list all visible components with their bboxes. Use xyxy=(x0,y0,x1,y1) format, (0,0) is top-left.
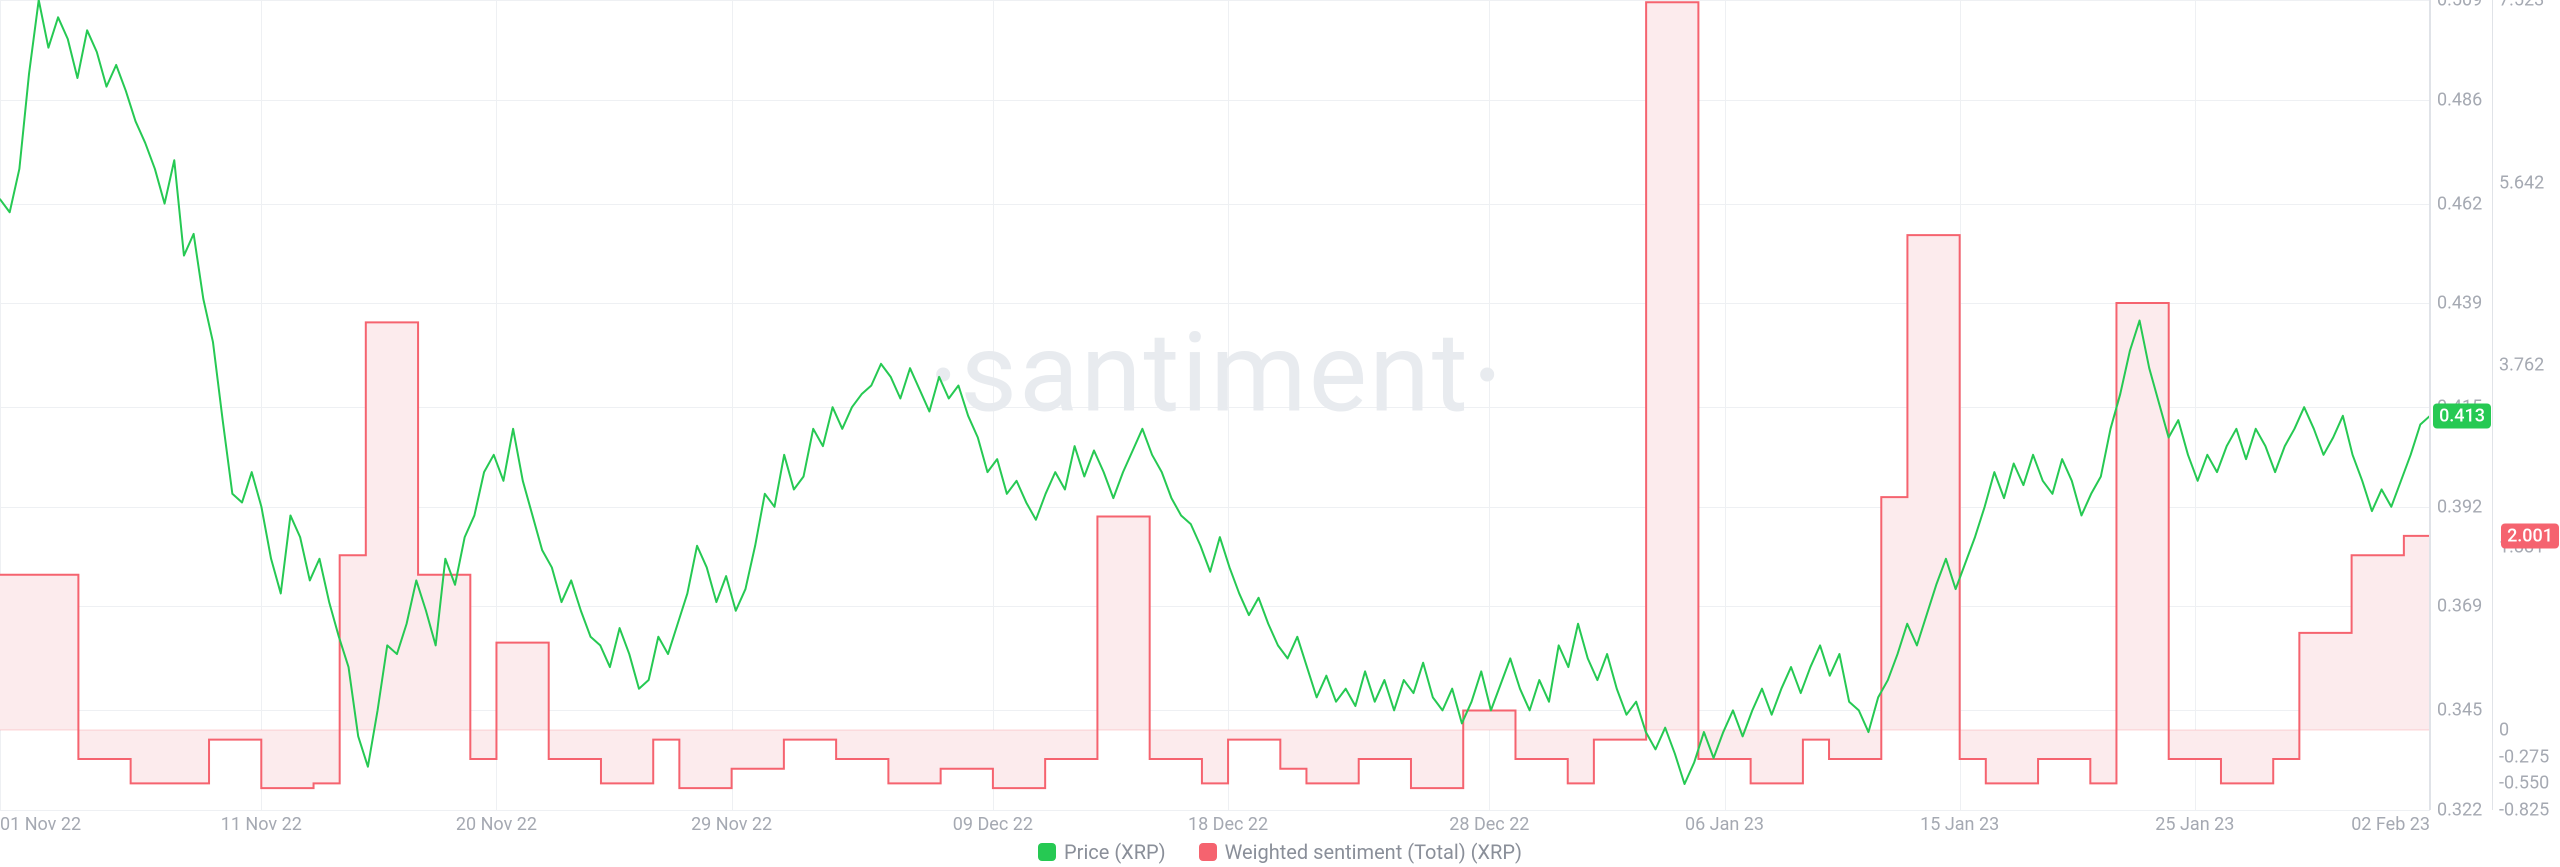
y-axis-sentiment: 7.5235.6423.7621.8810-0.275-0.550-0.825 … xyxy=(2492,0,2560,810)
y-tick-sentiment: -0.275 xyxy=(2499,746,2549,767)
y-tick-price: 0.369 xyxy=(2437,596,2482,617)
y-tick-sentiment: 0 xyxy=(2499,719,2509,740)
y-tick-sentiment: 3.762 xyxy=(2499,354,2544,375)
x-tick-label: 02 Feb 23 xyxy=(2351,814,2430,835)
x-tick-label: 28 Dec 22 xyxy=(1449,814,1529,835)
x-tick-label: 18 Dec 22 xyxy=(1188,814,1268,835)
y-tick-price: 0.486 xyxy=(2437,89,2482,110)
y-tick-price: 0.439 xyxy=(2437,293,2482,314)
plot-area: santiment xyxy=(0,0,2430,810)
legend-swatch-price xyxy=(1038,843,1056,861)
x-axis: 01 Nov 22 11 Nov 22 20 Nov 22 29 Nov 22 09 D… xyxy=(0,810,2430,834)
y-tick-price: 0.462 xyxy=(2437,193,2482,214)
legend: Price (XRP) Weighted sentiment (Total) (… xyxy=(0,840,2560,866)
legend-label-sentiment: Weighted sentiment (Total) (XRP) xyxy=(1225,840,1522,864)
x-tick-label: 06 Jan 23 xyxy=(1685,814,1764,835)
y-tick-sentiment: 7.523 xyxy=(2499,0,2544,11)
y-tick-price: 0.322 xyxy=(2437,800,2482,821)
y-tick-sentiment: 5.642 xyxy=(2499,172,2544,193)
x-tick-label: 11 Nov 22 xyxy=(221,814,302,835)
sentiment-current-value: 2.001 xyxy=(2507,525,2553,546)
price-current-badge: 0.413 xyxy=(2433,403,2491,428)
legend-swatch-sentiment xyxy=(1199,843,1217,861)
x-tick-label: 20 Nov 22 xyxy=(456,814,537,835)
x-tick-label: 01 Nov 22 xyxy=(0,814,81,835)
y-axis-price: 0.5090.4860.4620.4390.4150.3920.3690.345… xyxy=(2430,0,2493,810)
y-tick-sentiment: -0.550 xyxy=(2499,773,2549,794)
y-tick-price: 0.345 xyxy=(2437,700,2482,721)
y-tick-price: 0.392 xyxy=(2437,496,2482,517)
y-tick-sentiment: -0.825 xyxy=(2499,800,2549,821)
legend-item-sentiment: Weighted sentiment (Total) (XRP) xyxy=(1199,840,1522,864)
x-tick-label: 09 Dec 22 xyxy=(953,814,1033,835)
chart-root: santiment 0.5090.4860.4620.4390.4150.392… xyxy=(0,0,2560,867)
price-current-value: 0.413 xyxy=(2439,405,2485,426)
price-series xyxy=(0,0,2430,810)
x-tick-label: 25 Jan 23 xyxy=(2155,814,2234,835)
y-tick-price: 0.509 xyxy=(2437,0,2482,11)
legend-item-price: Price (XRP) xyxy=(1038,840,1166,864)
x-tick-label: 29 Nov 22 xyxy=(691,814,772,835)
x-tick-label: 15 Jan 23 xyxy=(1920,814,1999,835)
sentiment-current-badge: 2.001 xyxy=(2501,523,2559,548)
legend-label-price: Price (XRP) xyxy=(1064,840,1166,864)
